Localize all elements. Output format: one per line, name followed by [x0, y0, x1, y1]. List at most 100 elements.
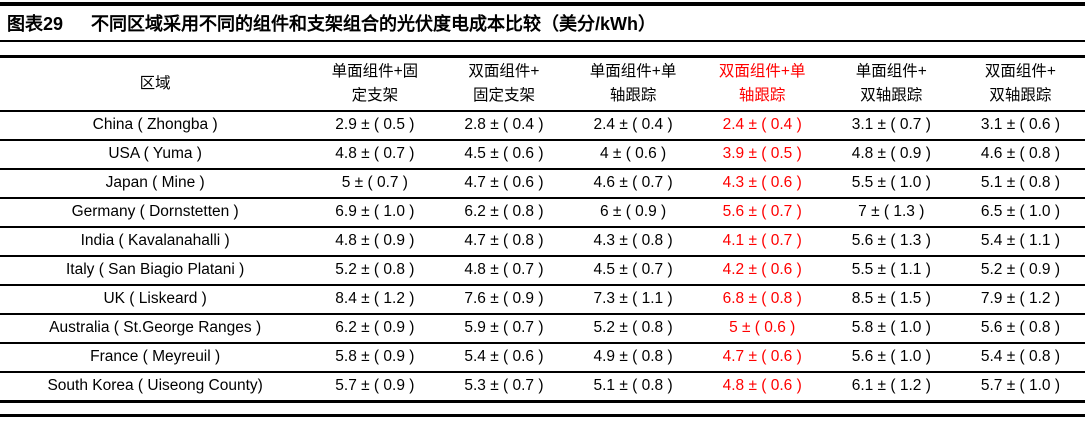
- value-cell: 8.4 ± ( 1.2 ): [310, 284, 440, 315]
- value-cell: 5.8 ± ( 0.9 ): [310, 342, 440, 373]
- region-cell: Italy ( San Biagio Platani ): [0, 255, 311, 286]
- value-cell: 4 ± ( 0.6 ): [568, 139, 698, 170]
- value-cell: 5.6 ± ( 0.8 ): [955, 313, 1085, 344]
- region-cell: South Korea ( Uiseong County): [0, 371, 311, 403]
- value-cell: 5.4 ± ( 1.1 ): [955, 226, 1085, 257]
- column-header-line1: 双面组件+: [468, 63, 540, 81]
- value-cell: 5.4 ± ( 0.8 ): [955, 342, 1085, 373]
- value-cell: 5 ± ( 0.7 ): [310, 168, 440, 199]
- value-cell: 5.2 ± ( 0.8 ): [568, 313, 698, 344]
- value-cell: 2.8 ± ( 0.4 ): [439, 110, 569, 141]
- column-header: 单面组件+固 定支架: [310, 56, 440, 112]
- table-row: South Korea ( Uiseong County) 5.7 ± ( 0.9…: [0, 371, 1085, 403]
- top-rule: [0, 2, 1085, 6]
- value-cell: 6.1 ± ( 1.2 ): [826, 371, 956, 403]
- value-cell: 2.9 ± ( 0.5 ): [310, 110, 440, 141]
- region-cell: UK ( Liskeard ): [0, 284, 311, 315]
- column-header-line1: 双面组件+: [984, 63, 1056, 81]
- region-cell: India ( Kavalanahalli ): [0, 226, 311, 257]
- value-cell: 5.8 ± ( 1.0 ): [826, 313, 956, 344]
- value-cell: 6 ± ( 0.9 ): [568, 197, 698, 228]
- column-header-line2: 双轴跟踪: [860, 86, 923, 104]
- table-row: Japan ( Mine ) 5 ± ( 0.7 ) 4.7 ± ( 0.6 ) 4.…: [0, 168, 1085, 199]
- table-body: China ( Zhongba ) 2.9 ± ( 0.5 ) 2.8 ± ( 0.…: [0, 110, 1085, 403]
- value-cell: 4.7 ± ( 0.8 ): [439, 226, 569, 257]
- lcoe-comparison-table: 区域 单面组件+固 定支架 双面组件+ 固定支架 单面组件+单 轴跟踪 双面组件+单 轴跟踪单…: [0, 55, 1085, 403]
- value-cell: 2.4 ± ( 0.4 ): [568, 110, 698, 141]
- value-cell: 5.5 ± ( 1.0 ): [826, 168, 956, 199]
- value-cell: 5.6 ± ( 1.3 ): [826, 226, 956, 257]
- value-cell: 5.2 ± ( 0.8 ): [310, 255, 440, 286]
- table-row: China ( Zhongba ) 2.9 ± ( 0.5 ) 2.8 ± ( 0.…: [0, 110, 1085, 141]
- value-cell: 3.9 ± ( 0.5 ): [697, 139, 827, 170]
- value-cell: 4.6 ± ( 0.8 ): [955, 139, 1085, 170]
- column-header: 双面组件+单 轴跟踪: [697, 56, 827, 112]
- column-header: 双面组件+ 双轴跟踪: [955, 56, 1085, 112]
- column-header-line2: 轴跟踪: [738, 86, 786, 104]
- value-cell: 5.5 ± ( 1.1 ): [826, 255, 956, 286]
- bottom-rule: [0, 413, 1085, 417]
- region-cell: France ( Meyreuil ): [0, 342, 311, 373]
- value-cell: 5.9 ± ( 0.7 ): [439, 313, 569, 344]
- column-header-line2: 定支架: [351, 86, 399, 104]
- table-row: France ( Meyreuil ) 5.8 ± ( 0.9 ) 5.4 ± ( …: [0, 342, 1085, 373]
- column-header-line2: 固定支架: [472, 86, 535, 104]
- value-cell: 4.8 ± ( 0.6 ): [697, 371, 827, 403]
- column-header: 单面组件+ 双轴跟踪: [826, 56, 956, 112]
- value-cell: 6.5 ± ( 1.0 ): [955, 197, 1085, 228]
- region-cell: China ( Zhongba ): [0, 110, 311, 141]
- column-header: 单面组件+单 轴跟踪: [568, 56, 698, 112]
- region-cell: Australia ( St.George Ranges ): [0, 313, 311, 344]
- value-cell: 5.2 ± ( 0.9 ): [955, 255, 1085, 286]
- region-cell: Japan ( Mine ): [0, 168, 311, 199]
- value-cell: 4.2 ± ( 0.6 ): [697, 255, 827, 286]
- figure-title-text: 不同区域采用不同的组件和支架组合的光伏度电成本比较（美分/kWh）: [91, 14, 657, 34]
- figure-title-bar: 图表29 不同区域采用不同的组件和支架组合的光伏度电成本比较（美分/kWh）: [0, 6, 1085, 43]
- column-header-line2: 双轴跟踪: [989, 86, 1052, 104]
- figure-label: 图表29: [7, 14, 64, 34]
- table-row: Italy ( San Biagio Platani ) 5.2 ± ( 0.8 …: [0, 255, 1085, 286]
- value-cell: 5.7 ± ( 1.0 ): [955, 371, 1085, 403]
- value-cell: 8.5 ± ( 1.5 ): [826, 284, 956, 315]
- value-cell: 4.7 ± ( 0.6 ): [439, 168, 569, 199]
- value-cell: 7.9 ± ( 1.2 ): [955, 284, 1085, 315]
- region-column-header: 区域: [0, 56, 311, 112]
- value-cell: 6.2 ± ( 0.9 ): [310, 313, 440, 344]
- column-header-line2: 轴跟踪: [609, 86, 657, 104]
- column-header: 双面组件+ 固定支架: [439, 56, 569, 112]
- value-cell: 6.2 ± ( 0.8 ): [439, 197, 569, 228]
- value-cell: 4.7 ± ( 0.6 ): [697, 342, 827, 373]
- value-cell: 5 ± ( 0.6 ): [697, 313, 827, 344]
- value-cell: 5.4 ± ( 0.6 ): [439, 342, 569, 373]
- value-cell: 4.6 ± ( 0.7 ): [568, 168, 698, 199]
- column-header-line1: 单面组件+固: [331, 63, 419, 81]
- value-cell: 4.3 ± ( 0.6 ): [697, 168, 827, 199]
- value-cell: 4.1 ± ( 0.7 ): [697, 226, 827, 257]
- region-cell: Germany ( Dornstetten ): [0, 197, 311, 228]
- value-cell: 4.8 ± ( 0.7 ): [439, 255, 569, 286]
- table-row: USA ( Yuma ) 4.8 ± ( 0.7 ) 4.5 ± ( 0.6 ) 4 …: [0, 139, 1085, 170]
- column-header-line1: 单面组件+: [855, 63, 927, 81]
- table-row: Germany ( Dornstetten ) 6.9 ± ( 1.0 ) 6.2 …: [0, 197, 1085, 228]
- header-row: 区域 单面组件+固 定支架 双面组件+ 固定支架 单面组件+单 轴跟踪 双面组件+单 轴跟踪单…: [0, 56, 1085, 112]
- value-cell: 4.9 ± ( 0.8 ): [568, 342, 698, 373]
- value-cell: 4.8 ± ( 0.9 ): [310, 226, 440, 257]
- value-cell: 4.8 ± ( 0.9 ): [826, 139, 956, 170]
- value-cell: 5.1 ± ( 0.8 ): [955, 168, 1085, 199]
- value-cell: 7.3 ± ( 1.1 ): [568, 284, 698, 315]
- column-header-line1: 双面组件+单: [718, 63, 806, 81]
- value-cell: 7.6 ± ( 0.9 ): [439, 284, 569, 315]
- table-row: UK ( Liskeard ) 8.4 ± ( 1.2 ) 7.6 ± ( 0.9 …: [0, 284, 1085, 315]
- value-cell: 4.5 ± ( 0.6 ): [439, 139, 569, 170]
- value-cell: 6.8 ± ( 0.8 ): [697, 284, 827, 315]
- value-cell: 5.1 ± ( 0.8 ): [568, 371, 698, 403]
- value-cell: 3.1 ± ( 0.6 ): [955, 110, 1085, 141]
- value-cell: 5.7 ± ( 0.9 ): [310, 371, 440, 403]
- table-row: Australia ( St.George Ranges ) 6.2 ± ( 0.…: [0, 313, 1085, 344]
- region-cell: USA ( Yuma ): [0, 139, 311, 170]
- value-cell: 6.9 ± ( 1.0 ): [310, 197, 440, 228]
- table-row: India ( Kavalanahalli ) 4.8 ± ( 0.9 ) 4.7 …: [0, 226, 1085, 257]
- column-header-line1: 单面组件+单: [589, 63, 677, 81]
- value-cell: 5.6 ± ( 0.7 ): [697, 197, 827, 228]
- table-header: 区域 单面组件+固 定支架 双面组件+ 固定支架 单面组件+单 轴跟踪 双面组件+单 轴跟踪单…: [0, 56, 1085, 112]
